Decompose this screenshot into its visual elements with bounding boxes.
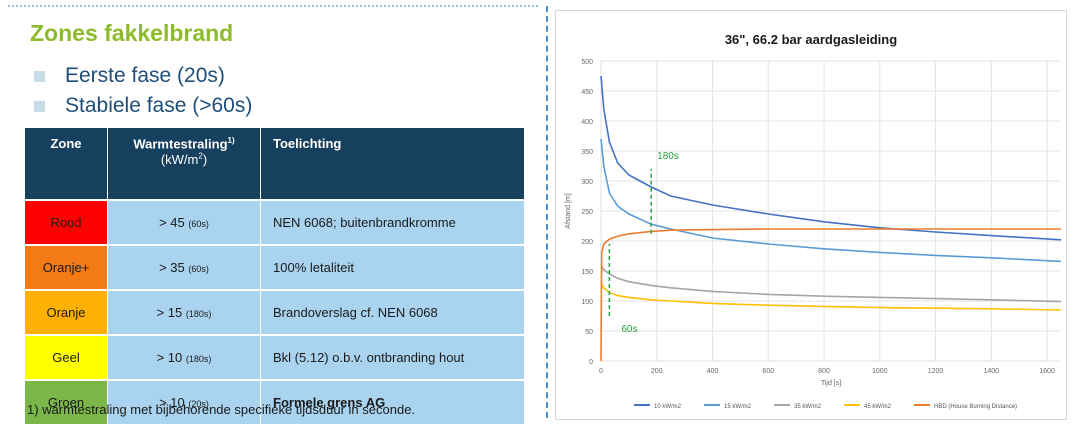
- slide-left-panel: Zones fakkelbrand Eerste fase (20s) Stab…: [0, 0, 540, 424]
- series-line: [600, 264, 1062, 303]
- slide-title: Zones fakkelbrand: [30, 20, 234, 46]
- explanation-cell: Formele grens AG: [260, 379, 525, 424]
- series-line: [600, 282, 1062, 311]
- radiation-duration: (180s): [185, 354, 212, 364]
- header-radiation-unit: (kW/m2): [160, 151, 208, 167]
- zones-table: Zone Warmtestraling1) (kW/m2) Toelichtin…: [25, 128, 525, 424]
- radiation-cell: > 35 (60s): [107, 244, 261, 290]
- x-tick-label: 1600: [1039, 368, 1055, 375]
- header-zone: Zone: [25, 128, 108, 200]
- x-axis-label: Tijd [s]: [821, 380, 841, 387]
- chart-axes: 0 50 100 150 200 250 300 350 400 450 500 0 200 400 600…: [565, 59, 1055, 387]
- y-tick-label: 150: [581, 269, 593, 276]
- unit-post: ): [202, 151, 208, 167]
- x-tick-label: 1400: [984, 368, 1000, 375]
- bullet-square-icon: [34, 100, 45, 112]
- series-line: [600, 228, 1061, 362]
- y-tick-label: 300: [581, 179, 593, 186]
- unit-sup: 2: [198, 151, 203, 161]
- y-tick-label: 350: [581, 149, 593, 156]
- header-radiation: Warmtestraling1) (kW/m2): [107, 128, 261, 200]
- radiation-value: > 45: [159, 215, 185, 230]
- zone-cell: Oranje+: [25, 244, 108, 290]
- legend-label: HBD (House Burning Distance): [934, 404, 1017, 410]
- radiation-duration: (60s): [188, 264, 209, 274]
- zone-cell: Oranje: [25, 289, 108, 335]
- series-line: [600, 138, 1062, 263]
- table-row: Oranje > 15 (180s) Brandoverslag cf. NEN 6…: [25, 289, 525, 335]
- zone-cell: Geel: [25, 334, 108, 380]
- y-tick-label: 50: [585, 329, 593, 336]
- bullet-2: Stabiele fase (>60s): [34, 94, 252, 118]
- top-dotted-border: [8, 5, 538, 7]
- radiation-cell: > 10 (20s): [107, 379, 261, 424]
- explanation-cell: NEN 6068; buitenbrandkromme: [260, 199, 525, 245]
- explanation-cell: Brandoverslag cf. NEN 6068: [260, 289, 525, 335]
- series-line: [600, 75, 1062, 241]
- bullet-square-icon: [34, 70, 45, 82]
- table-row: Geel > 10 (180s) Bkl (5.12) o.b.v. ontbran…: [25, 334, 525, 380]
- radiation-duration: (180s): [185, 309, 212, 319]
- radiation-cell: > 45 (60s): [107, 199, 261, 245]
- chart-annotations: 180s 60s: [608, 151, 679, 335]
- radiation-cell: > 10 (180s): [107, 334, 261, 380]
- explanation-cell: 100% letaliteit: [260, 244, 525, 290]
- x-tick-label: 0: [599, 368, 603, 375]
- footnote: 1) warmtestraling met bijbehorende speci…: [27, 402, 416, 417]
- chart-grid: [600, 60, 1061, 362]
- y-axis-label: Afstand [m]: [565, 193, 572, 228]
- radiation-value: > 10: [159, 395, 185, 410]
- chart-legend: 10 kW/m2 15 kW/m2 35 kW/m2 45 kW/m2 HBD (Hou…: [634, 404, 1017, 410]
- header-radiation-main: Warmtestraling: [133, 136, 228, 152]
- legend-label: 10 kW/m2: [654, 404, 682, 410]
- y-tick-label: 500: [581, 59, 593, 66]
- x-tick-label: 1200: [928, 368, 944, 375]
- table-row: Rood > 45 (60s) NEN 6068; buitenbrandkromm…: [25, 199, 525, 245]
- explanation-cell: Bkl (5.12) o.b.v. ontbranding hout: [260, 334, 525, 380]
- x-tick-label: 800: [818, 368, 830, 375]
- zone-cell: Groen: [25, 379, 108, 424]
- panel-divider: [546, 6, 548, 418]
- legend-label: 45 kW/m2: [864, 404, 892, 410]
- chart-panel: 36", 66.2 bar aardgasleiding 0 50 100 150 20…: [555, 10, 1067, 420]
- y-tick-label: 450: [581, 89, 593, 96]
- x-tick-label: 600: [762, 368, 774, 375]
- radiation-cell: > 15 (180s): [107, 289, 261, 335]
- y-tick-label: 0: [589, 359, 593, 366]
- radiation-value: > 35: [159, 260, 185, 275]
- bullet-1: Eerste fase (20s): [34, 64, 225, 88]
- y-tick-label: 200: [581, 239, 593, 246]
- unit-pre: (kW/m: [160, 151, 199, 167]
- radiation-duration: (60s): [188, 219, 209, 229]
- bullet-2-text: Stabiele fase (>60s): [65, 94, 253, 117]
- y-tick-label: 400: [581, 119, 593, 126]
- table-row: Oranje+ > 35 (60s) 100% letaliteit: [25, 244, 525, 290]
- bullet-1-text: Eerste fase (20s): [65, 64, 225, 87]
- chart-series: [600, 75, 1062, 362]
- annotation-label: 60s: [621, 324, 637, 335]
- radiation-value: > 15: [156, 305, 183, 320]
- header-radiation-sup: 1): [227, 136, 235, 145]
- legend-label: 35 kW/m2: [794, 404, 822, 410]
- annotation-label: 180s: [657, 151, 679, 162]
- line-chart: 36", 66.2 bar aardgasleiding 0 50 100 150 20…: [565, 32, 1062, 410]
- legend-label: 15 kW/m2: [724, 404, 752, 410]
- y-tick-label: 100: [581, 299, 593, 306]
- radiation-duration: (20s): [188, 399, 209, 409]
- table-header-row: Zone Warmtestraling1) (kW/m2) Toelichtin…: [25, 128, 525, 200]
- table-row: Groen > 10 (20s) Formele grens AG: [25, 379, 525, 424]
- header-explanation: Toelichting: [260, 128, 525, 200]
- y-tick-label: 250: [581, 209, 593, 216]
- x-tick-label: 400: [707, 368, 719, 375]
- x-tick-label: 200: [651, 368, 663, 375]
- chart-title: 36", 66.2 bar aardgasleiding: [725, 32, 897, 47]
- x-tick-label: 1000: [872, 368, 888, 375]
- zone-cell: Rood: [25, 199, 108, 245]
- radiation-value: > 10: [156, 350, 183, 365]
